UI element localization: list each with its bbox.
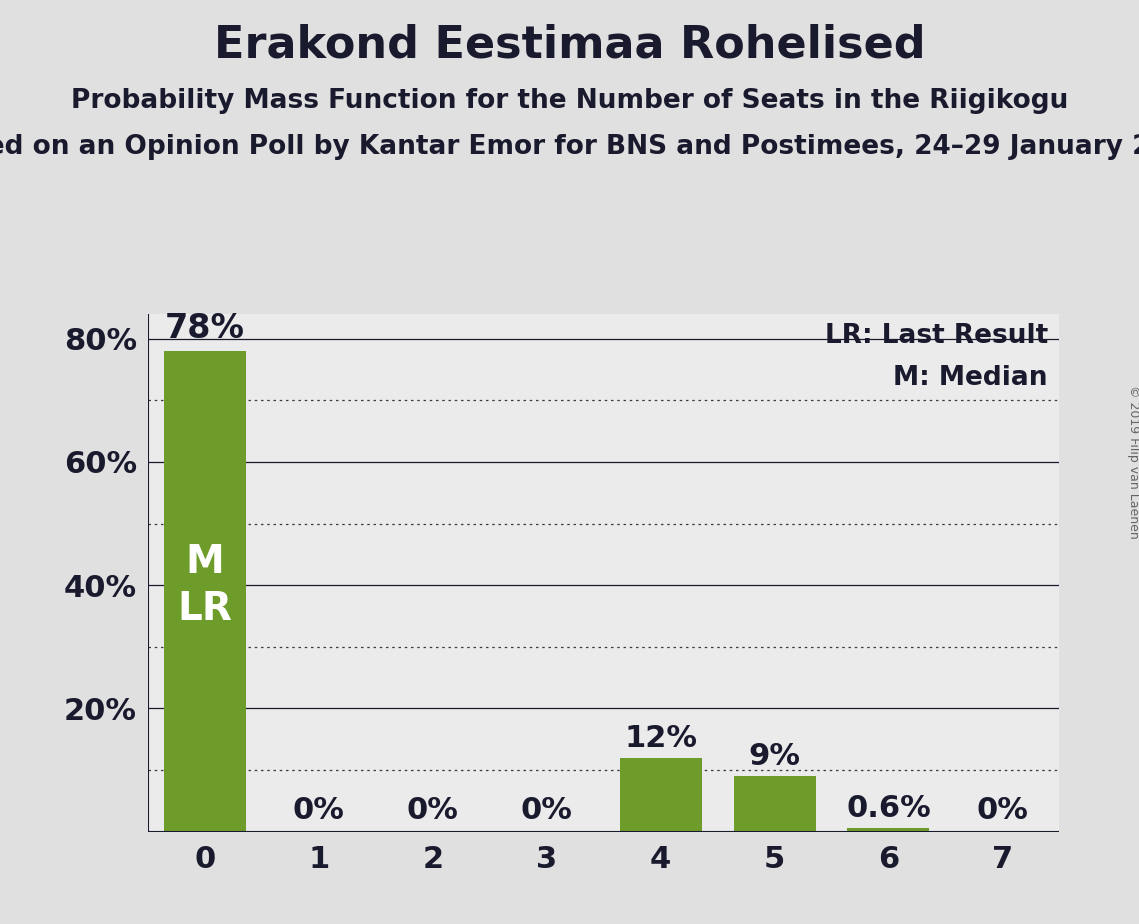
Text: Probability Mass Function for the Number of Seats in the Riigikogu: Probability Mass Function for the Number… [71,88,1068,114]
Text: M: Median: M: Median [893,365,1048,391]
Text: 12%: 12% [624,723,697,753]
Text: Erakond Eestimaa Rohelised: Erakond Eestimaa Rohelised [214,23,925,67]
Bar [847,828,929,832]
Text: 0%: 0% [521,796,573,825]
Text: M
LR: M LR [178,542,232,627]
Bar [734,776,816,832]
Text: 0.6%: 0.6% [846,794,931,823]
Text: © 2019 Filip van Laenen: © 2019 Filip van Laenen [1126,385,1139,539]
Bar [620,758,702,832]
Text: LR: Last Result: LR: Last Result [825,323,1048,349]
Text: 78%: 78% [165,312,245,345]
Bar [164,351,246,832]
Text: 9%: 9% [748,742,801,772]
Text: 0%: 0% [407,796,459,825]
Text: 0%: 0% [976,796,1029,825]
Text: 0%: 0% [293,796,345,825]
Text: Based on an Opinion Poll by Kantar Emor for BNS and Postimees, 24–29 January 201: Based on an Opinion Poll by Kantar Emor … [0,134,1139,160]
